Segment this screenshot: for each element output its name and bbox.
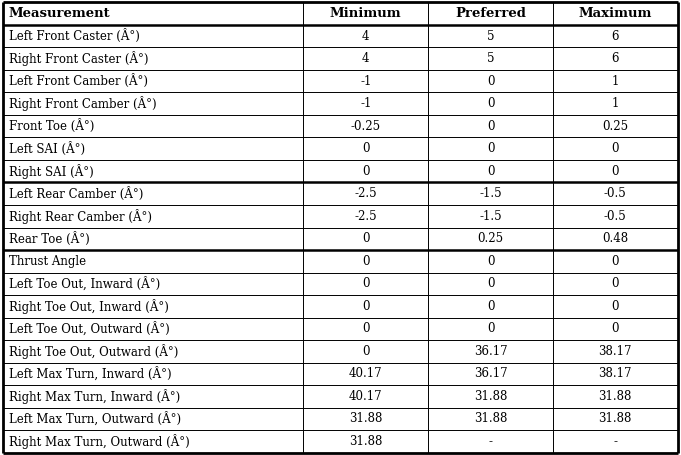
Text: 4: 4 [362, 30, 370, 43]
Text: -0.5: -0.5 [604, 210, 627, 223]
Text: 0: 0 [487, 120, 494, 133]
Text: Rear Toe (Â°): Rear Toe (Â°) [9, 232, 90, 246]
Text: -1.5: -1.5 [479, 187, 502, 200]
Text: 0: 0 [362, 345, 370, 358]
Text: -0.5: -0.5 [604, 187, 627, 200]
Text: 1: 1 [612, 75, 619, 88]
Text: Minimum: Minimum [330, 7, 402, 20]
Text: 0: 0 [362, 232, 370, 245]
Text: 38.17: 38.17 [599, 367, 632, 380]
Text: 38.17: 38.17 [599, 345, 632, 358]
Text: 0: 0 [362, 300, 370, 313]
Text: 36.17: 36.17 [474, 367, 507, 380]
Text: Left SAI (Â°): Left SAI (Â°) [9, 142, 85, 156]
Text: 0: 0 [612, 165, 619, 178]
Text: Left Front Caster (Â°): Left Front Caster (Â°) [9, 29, 140, 43]
Text: 0: 0 [612, 322, 619, 335]
Text: 0.25: 0.25 [602, 120, 629, 133]
Text: 0: 0 [487, 75, 494, 88]
Text: 5: 5 [487, 30, 494, 43]
Text: 31.88: 31.88 [599, 390, 632, 403]
Text: 0: 0 [612, 277, 619, 290]
Text: Measurement: Measurement [9, 7, 110, 20]
Text: Right Toe Out, Inward (Â°): Right Toe Out, Inward (Â°) [9, 299, 169, 314]
Text: Left Max Turn, Inward (Â°): Left Max Turn, Inward (Â°) [9, 367, 172, 381]
Text: 0: 0 [362, 142, 370, 155]
Text: 0: 0 [362, 322, 370, 335]
Text: -: - [613, 435, 617, 448]
Text: 1: 1 [612, 97, 619, 110]
Text: 36.17: 36.17 [474, 345, 507, 358]
Text: Maximum: Maximum [579, 7, 652, 20]
Text: Right Front Camber (Â°): Right Front Camber (Â°) [9, 96, 157, 111]
Text: Left Rear Camber (Â°): Left Rear Camber (Â°) [9, 187, 143, 201]
Text: Left Front Camber (Â°): Left Front Camber (Â°) [9, 74, 148, 88]
Text: 0: 0 [612, 300, 619, 313]
Text: 0: 0 [487, 322, 494, 335]
Text: -0.25: -0.25 [351, 120, 381, 133]
Text: 31.88: 31.88 [349, 412, 383, 425]
Text: Preferred: Preferred [455, 7, 526, 20]
Text: -2.5: -2.5 [355, 187, 377, 200]
Text: -: - [488, 435, 492, 448]
Text: -1: -1 [360, 97, 371, 110]
Text: Right Max Turn, Inward (Â°): Right Max Turn, Inward (Â°) [9, 389, 180, 404]
Text: 0: 0 [487, 97, 494, 110]
Text: Right Max Turn, Outward (Â°): Right Max Turn, Outward (Â°) [9, 434, 189, 449]
Text: 40.17: 40.17 [349, 367, 383, 380]
Text: 31.88: 31.88 [349, 435, 383, 448]
Text: Right Front Caster (Â°): Right Front Caster (Â°) [9, 51, 148, 66]
Text: 0: 0 [487, 165, 494, 178]
Text: -2.5: -2.5 [355, 210, 377, 223]
Text: Right Toe Out, Outward (Â°): Right Toe Out, Outward (Â°) [9, 344, 178, 359]
Text: 5: 5 [487, 52, 494, 65]
Text: 6: 6 [612, 30, 619, 43]
Text: 0: 0 [362, 165, 370, 178]
Text: 31.88: 31.88 [474, 390, 507, 403]
Text: 0: 0 [362, 255, 370, 268]
Text: 0.25: 0.25 [477, 232, 503, 245]
Text: 0: 0 [487, 277, 494, 290]
Text: 4: 4 [362, 52, 370, 65]
Text: Left Max Turn, Outward (Â°): Left Max Turn, Outward (Â°) [9, 412, 181, 426]
Text: -1: -1 [360, 75, 371, 88]
Text: Front Toe (Â°): Front Toe (Â°) [9, 119, 94, 133]
Text: 0: 0 [612, 255, 619, 268]
Text: Right SAI (Â°): Right SAI (Â°) [9, 164, 93, 179]
Text: 6: 6 [612, 52, 619, 65]
Text: Left Toe Out, Outward (Â°): Left Toe Out, Outward (Â°) [9, 322, 170, 336]
Text: Left Toe Out, Inward (Â°): Left Toe Out, Inward (Â°) [9, 277, 160, 291]
Text: Right Rear Camber (Â°): Right Rear Camber (Â°) [9, 209, 152, 224]
Text: 0: 0 [612, 142, 619, 155]
Text: 0.48: 0.48 [602, 232, 629, 245]
Text: 0: 0 [487, 300, 494, 313]
Text: 0: 0 [362, 277, 370, 290]
Text: -1.5: -1.5 [479, 210, 502, 223]
Text: Thrust Angle: Thrust Angle [9, 255, 86, 268]
Text: 0: 0 [487, 255, 494, 268]
Text: 31.88: 31.88 [599, 412, 632, 425]
Text: 40.17: 40.17 [349, 390, 383, 403]
Text: 31.88: 31.88 [474, 412, 507, 425]
Text: 0: 0 [487, 142, 494, 155]
